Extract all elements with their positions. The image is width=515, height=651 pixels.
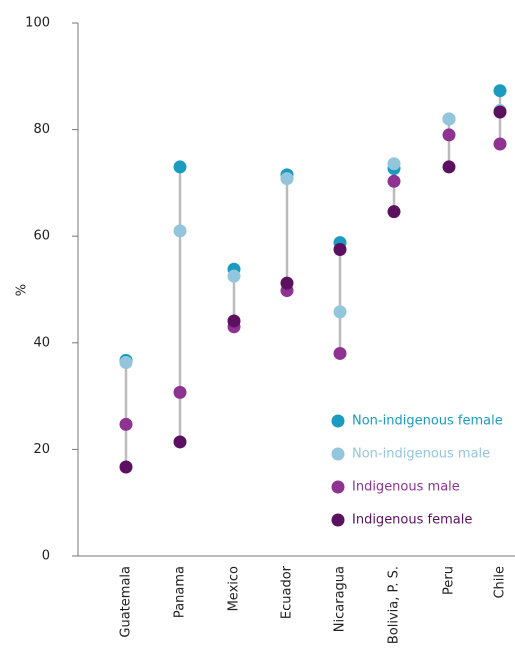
dot (387, 205, 401, 219)
legend-marker (331, 513, 345, 527)
dot (387, 174, 401, 188)
y-tick-label: 20 (33, 442, 50, 457)
x-tick-label: Bolivia, P. S. (387, 566, 402, 644)
y-tick-label: 60 (33, 229, 50, 244)
dot (442, 160, 456, 174)
dot (493, 84, 507, 98)
dot (280, 276, 294, 290)
y-tick-label: 40 (33, 335, 50, 350)
legend-marker (331, 480, 345, 494)
dot (333, 243, 347, 257)
dot (280, 172, 294, 186)
dot (333, 346, 347, 360)
dot (227, 269, 241, 283)
y-tick-label: 100 (25, 16, 50, 31)
y-axis-label: % (15, 284, 30, 296)
dot (493, 137, 507, 151)
x-tick-label: Guatemala (119, 566, 134, 638)
dot (119, 460, 133, 474)
dot (173, 385, 187, 399)
dot (173, 435, 187, 449)
legend-label: Non-indigenous male (352, 447, 490, 462)
dot (227, 314, 241, 328)
x-tick-label: Panama (173, 566, 188, 618)
x-tick-label: Ecuador (280, 565, 295, 619)
dot (119, 417, 133, 431)
dot (173, 160, 187, 174)
dot (442, 128, 456, 142)
x-tick-label: Nicaragua (333, 566, 348, 632)
legend-marker (331, 414, 345, 428)
legend-label: Indigenous male (352, 480, 460, 495)
y-tick-label: 0 (42, 549, 50, 564)
x-tick-label: Mexico (227, 566, 242, 611)
legend-label: Non-indigenous female (352, 414, 503, 429)
dot (493, 105, 507, 119)
legend-label: Indigenous female (352, 513, 472, 528)
dot (333, 305, 347, 319)
dot (173, 224, 187, 238)
y-tick-label: 80 (33, 122, 50, 137)
dot (387, 157, 401, 171)
dot (119, 356, 133, 370)
x-tick-label: Chile (493, 566, 508, 599)
dot (442, 112, 456, 126)
x-tick-label: Peru (442, 566, 457, 595)
legend-marker (331, 447, 345, 461)
